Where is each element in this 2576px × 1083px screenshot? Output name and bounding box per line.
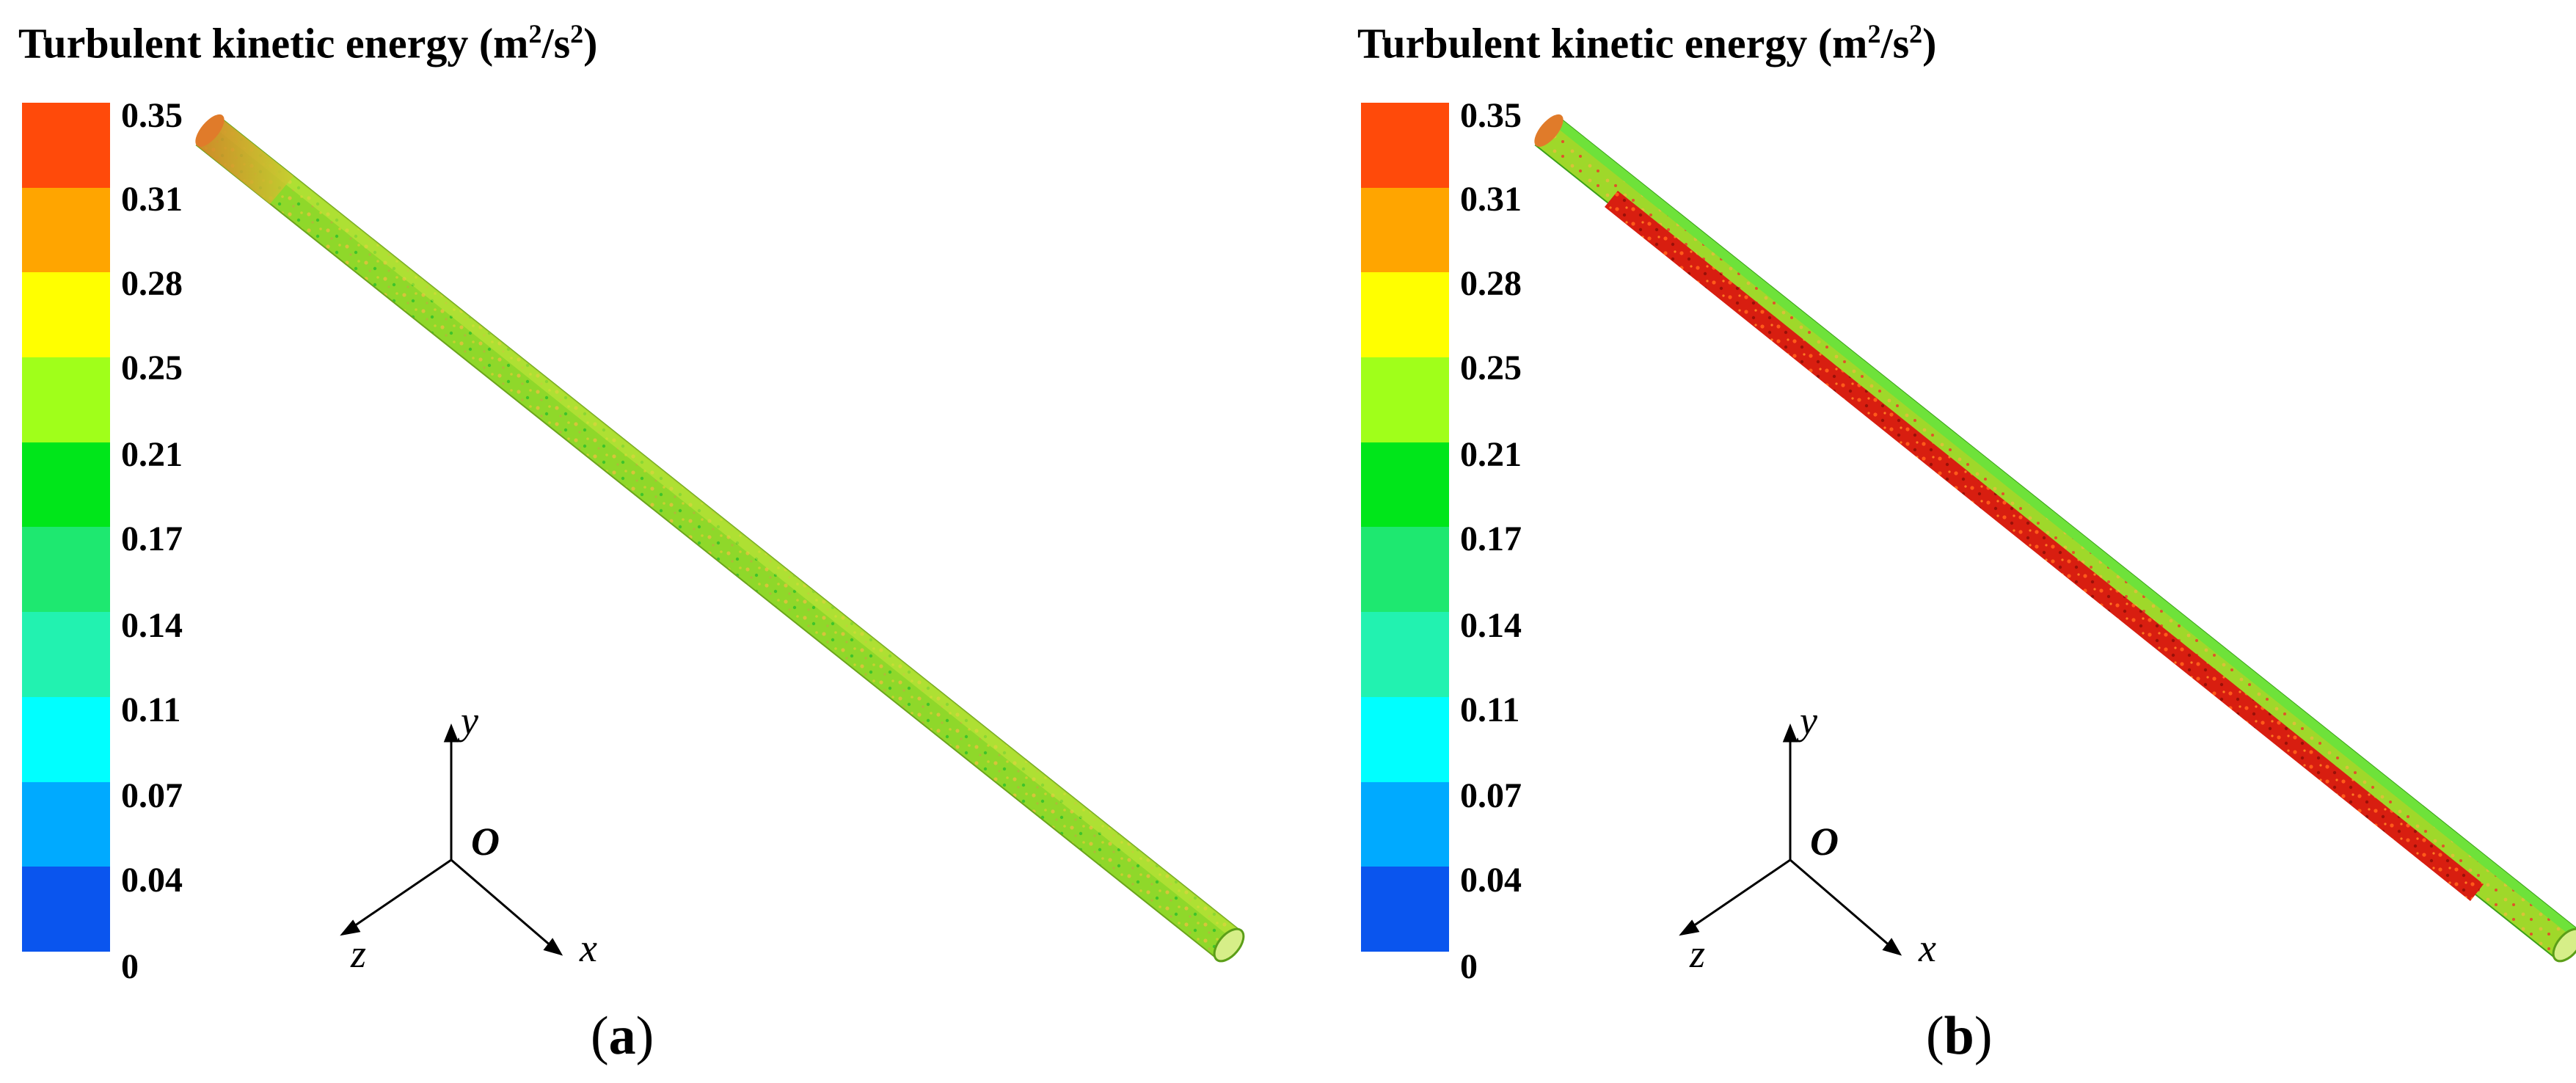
panel-a: Turbulent kinetic energy (m2/s2) 0.35 0.… bbox=[18, 19, 1245, 1066]
colorbar-tick-label: 0.21 bbox=[1460, 435, 1522, 474]
pipe-inlet-end bbox=[195, 114, 225, 147]
colorbar-tick-label: 0.35 bbox=[1460, 96, 1522, 135]
axis-y-label: y bbox=[457, 699, 478, 743]
axis-triad bbox=[1679, 723, 1902, 956]
colorbar-band bbox=[1361, 187, 1449, 273]
axis-z-label: z bbox=[350, 932, 366, 976]
axis-x-label: x bbox=[579, 926, 597, 970]
pipe-inlet-end bbox=[1534, 114, 1564, 147]
colorbar-tick-label: 0.04 bbox=[121, 861, 183, 900]
axis-z-arrow bbox=[1679, 919, 1700, 936]
pipe-hot-band bbox=[1605, 191, 2484, 901]
colorbar-tick-label: 0.31 bbox=[1460, 180, 1522, 219]
axis-x-label: x bbox=[1918, 926, 1936, 970]
colorbar-tick-label: 0.07 bbox=[1460, 776, 1522, 815]
colorbar-band bbox=[1361, 696, 1449, 782]
colorbar-band bbox=[1361, 272, 1449, 358]
pipe-top-edge bbox=[1553, 117, 2576, 938]
pipe-outlet-end bbox=[1213, 927, 1245, 963]
pipe-scene-a: y O x z bbox=[195, 114, 1245, 976]
colorbar-title: Turbulent kinetic energy (m2/s2) bbox=[1357, 19, 1937, 68]
colorbar-tick-label: 0.25 bbox=[121, 349, 183, 387]
colorbar-band bbox=[1361, 527, 1449, 613]
colorbar-band bbox=[1361, 867, 1449, 952]
panel-label: (a) bbox=[591, 1006, 654, 1066]
colorbar-band bbox=[22, 187, 110, 273]
colorbar-tick-label: 0.25 bbox=[1460, 349, 1522, 387]
axis-z-line bbox=[351, 858, 452, 929]
colorbar-tick-label: 0.21 bbox=[121, 435, 183, 474]
axis-x-arrow bbox=[543, 938, 563, 956]
axis-x-line bbox=[1789, 858, 1891, 948]
pipe-body bbox=[195, 116, 1241, 960]
colorbar-band bbox=[1361, 781, 1449, 867]
colorbar-tick-label: 0.28 bbox=[121, 264, 183, 303]
colorbar-tick-label: 0.17 bbox=[1460, 519, 1522, 558]
colorbar-band bbox=[22, 527, 110, 613]
colorbar-tick-label: 0.11 bbox=[1460, 690, 1520, 729]
axis-y-arrow bbox=[1782, 723, 1798, 743]
colorbar-band bbox=[22, 781, 110, 867]
colorbar-tick-label: 0 bbox=[121, 947, 139, 986]
colorbar-tick-label: 0.14 bbox=[1460, 606, 1522, 645]
axis-triad bbox=[340, 723, 563, 956]
colorbar-title: Turbulent kinetic energy (m2/s2) bbox=[18, 19, 598, 68]
colorbar bbox=[22, 103, 110, 952]
axis-x-line bbox=[450, 858, 552, 948]
colorbar-tick-label: 0.11 bbox=[121, 690, 181, 729]
axis-y-label: y bbox=[1796, 699, 1817, 743]
axis-z-arrow bbox=[340, 919, 361, 936]
colorbar-band bbox=[22, 357, 110, 442]
colorbar-band bbox=[22, 867, 110, 952]
pipe-inlet-shade bbox=[197, 117, 293, 204]
colorbar-band bbox=[1361, 357, 1449, 442]
axis-origin-label: O bbox=[1810, 820, 1839, 864]
panel-b: Turbulent kinetic energy (m2/s2) 0.35 0.… bbox=[1339, 0, 2576, 1083]
axis-z-label: z bbox=[1689, 932, 1705, 976]
axis-x-arrow bbox=[1882, 938, 1902, 956]
axis-z-line bbox=[1690, 858, 1791, 929]
colorbar bbox=[1361, 103, 1449, 952]
colorbar-tick-label: 0.31 bbox=[121, 180, 183, 219]
colorbar-band bbox=[22, 696, 110, 782]
colorbar-band bbox=[22, 272, 110, 358]
pipe-scene-b: y O x z bbox=[1534, 114, 2576, 976]
pipe-body bbox=[1534, 116, 2576, 960]
colorbar-tick-label: 0.35 bbox=[121, 96, 183, 135]
colorbar-tick-label: 0.04 bbox=[1460, 861, 1522, 900]
axis-origin-label: O bbox=[471, 820, 500, 864]
colorbar-tick-label: 0.07 bbox=[121, 776, 183, 815]
colorbar-band bbox=[22, 103, 110, 188]
pipe-highlight bbox=[213, 117, 1240, 939]
colorbar-tick-label: 0 bbox=[1460, 947, 1478, 986]
axis-y-arrow bbox=[443, 723, 459, 743]
colorbar-tick-label: 0.14 bbox=[121, 606, 183, 645]
colorbar-band bbox=[1361, 612, 1449, 697]
panel-label: (b) bbox=[1926, 1006, 1993, 1066]
colorbar-band bbox=[1361, 442, 1449, 528]
colorbar-band bbox=[22, 442, 110, 528]
colorbar-band bbox=[1361, 103, 1449, 188]
colorbar-band bbox=[22, 612, 110, 697]
colorbar-tick-label: 0.28 bbox=[1460, 264, 1522, 303]
colorbar-tick-label: 0.17 bbox=[121, 519, 183, 558]
